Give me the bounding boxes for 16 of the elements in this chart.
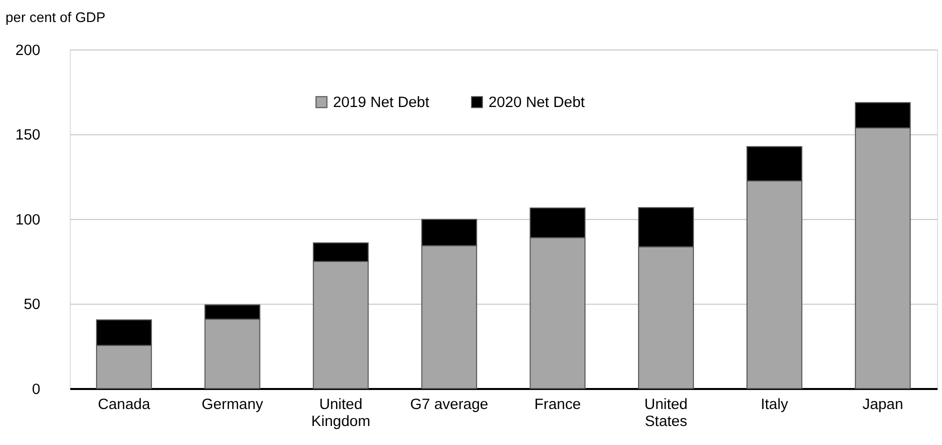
x-tick-label: France bbox=[534, 396, 581, 413]
legend-label: 2019 Net Debt bbox=[332, 94, 430, 112]
y-tick-label: 150 bbox=[15, 126, 40, 144]
y-tick-label: 200 bbox=[15, 42, 40, 60]
x-tick-label: Italy bbox=[760, 396, 789, 413]
x-tick-label: Germany bbox=[202, 396, 264, 413]
x-tick-label: G7 average bbox=[410, 396, 488, 413]
legend-label: 2020 Net Debt bbox=[488, 94, 586, 112]
y-tick-label: 100 bbox=[15, 211, 40, 228]
x-tick-label: United States bbox=[644, 396, 688, 430]
x-tick-label: United Kingdom bbox=[311, 396, 370, 430]
y-tick-label: 50 bbox=[24, 296, 40, 314]
y-tick-label: 0 bbox=[32, 380, 40, 398]
x-tick-label: Japan bbox=[862, 396, 904, 413]
x-tick-label: Canada bbox=[98, 396, 151, 413]
y-axis-title: per cent of GDP bbox=[5, 9, 106, 26]
